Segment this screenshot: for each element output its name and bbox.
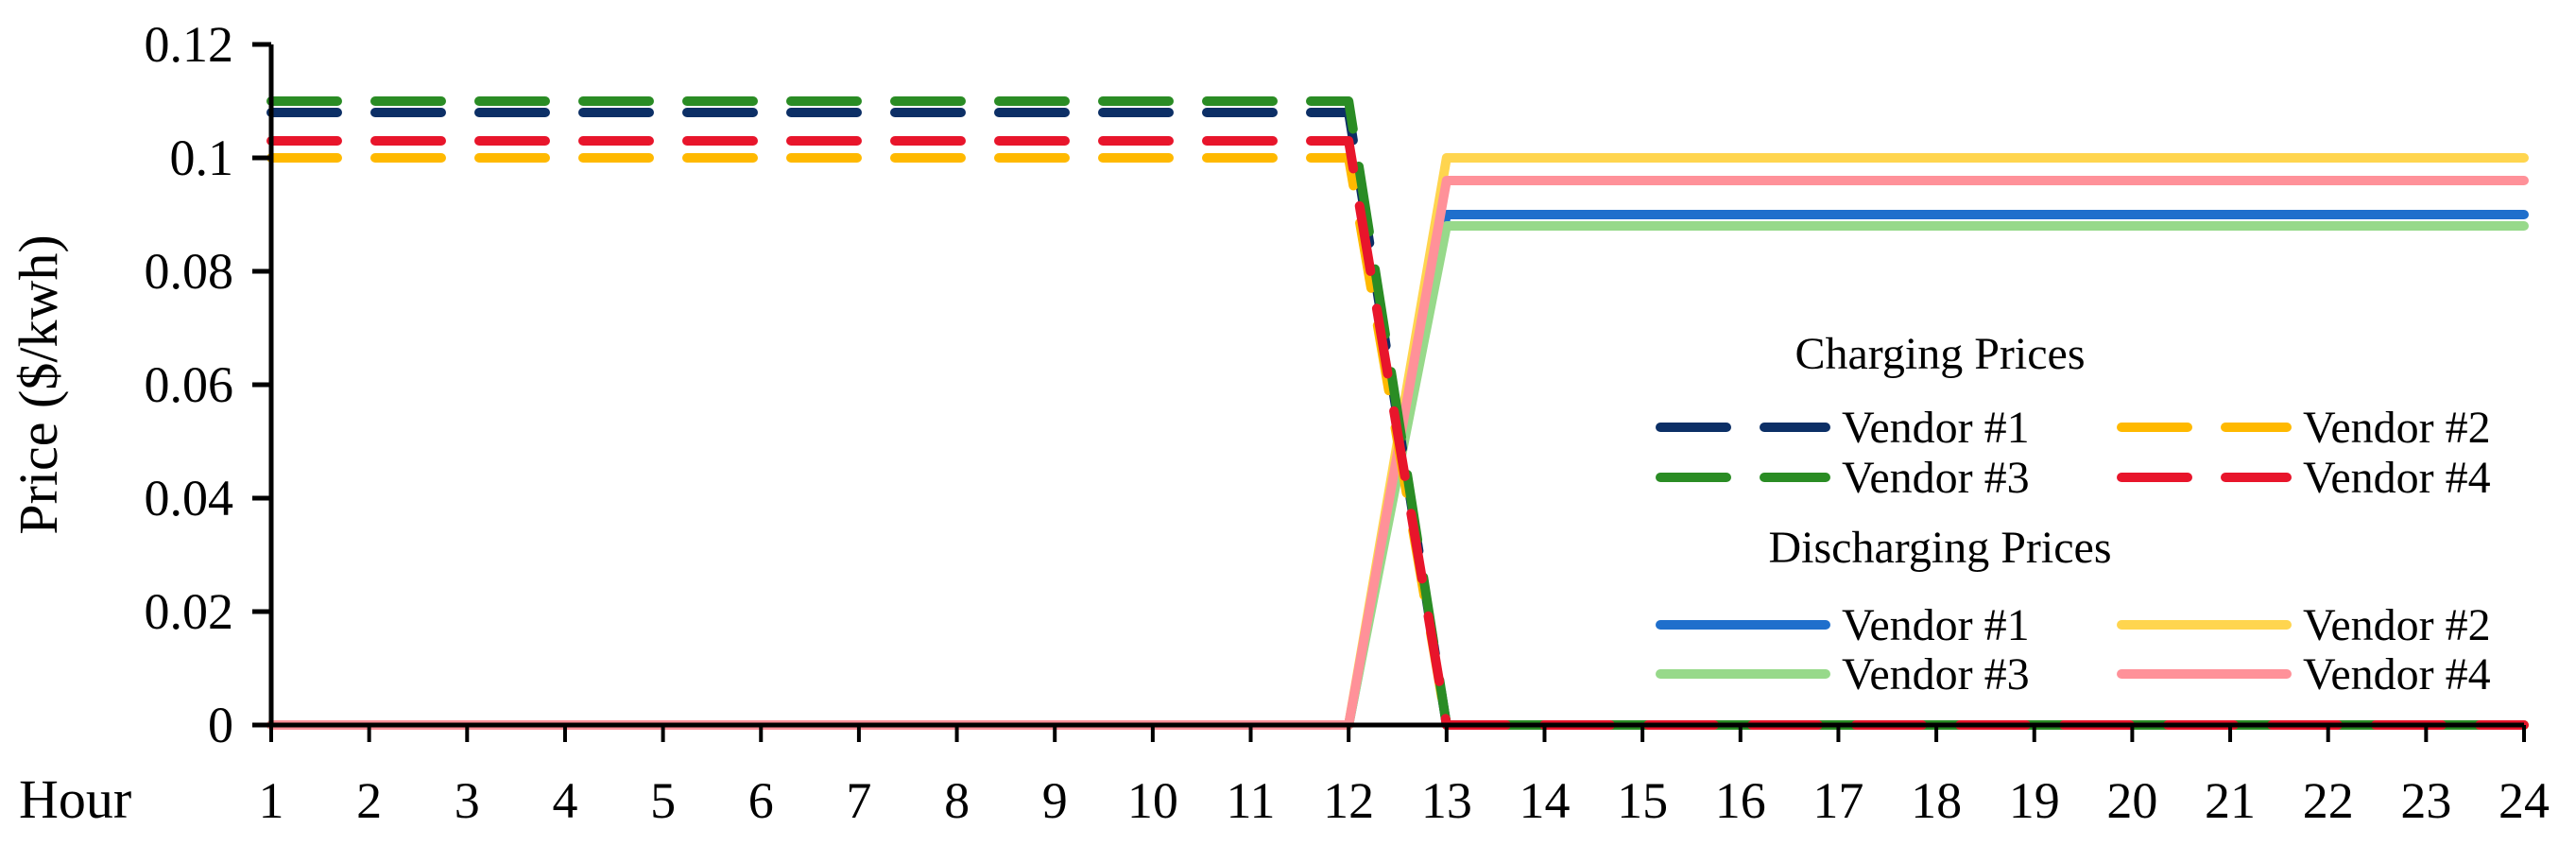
legend-label: Vendor #4 xyxy=(2303,649,2491,699)
x-tick-label: 2 xyxy=(356,772,382,829)
legend-label: Vendor #1 xyxy=(1842,403,2030,453)
x-tick-label: 13 xyxy=(1421,772,1472,829)
x-tick-label: 7 xyxy=(846,772,871,829)
x-tick-label: 24 xyxy=(2499,772,2550,829)
x-tick-label: 10 xyxy=(1127,772,1178,829)
x-tick-label: 4 xyxy=(552,772,577,829)
x-tick-label: 5 xyxy=(650,772,676,829)
y-tick-label: 0.12 xyxy=(145,16,234,73)
x-tick-label: 8 xyxy=(944,772,970,829)
x-tick-label: 1 xyxy=(259,772,284,829)
legend-label: Vendor #4 xyxy=(2303,453,2491,503)
x-tick-label: 20 xyxy=(2106,772,2157,829)
legend-label: Vendor #3 xyxy=(1842,649,2030,699)
series-line xyxy=(266,136,2529,730)
legend-label: Vendor #3 xyxy=(1842,453,2030,503)
x-tick-label: 6 xyxy=(748,772,774,829)
x-tick-label: 12 xyxy=(1323,772,1374,829)
legend-group-title: Charging Prices xyxy=(1795,329,2085,379)
y-tick-label: 0.08 xyxy=(145,243,234,300)
axes: 00.020.040.060.080.10.121 2 3 4 5 6 7 8 9 10 11 12 1… xyxy=(145,16,2550,829)
x-tick-label: 3 xyxy=(455,772,480,829)
x-tick-label: 18 xyxy=(1911,772,1962,829)
legend-label: Vendor #1 xyxy=(1842,600,2030,650)
x-tick-label: 15 xyxy=(1617,772,1668,829)
y-tick-label: 0.02 xyxy=(145,583,234,640)
x-tick-label: 23 xyxy=(2400,772,2451,829)
plot-area xyxy=(266,96,2529,730)
x-axis-label: Hour xyxy=(19,768,131,830)
legend-group-title: Discharging Prices xyxy=(1768,523,2111,573)
x-tick-label: 14 xyxy=(1519,772,1570,829)
x-tick-label: 16 xyxy=(1715,772,1766,829)
x-tick-label: 22 xyxy=(2303,772,2354,829)
y-tick-label: 0 xyxy=(208,697,233,753)
x-tick-label: 11 xyxy=(1227,772,1276,829)
x-tick-label: 21 xyxy=(2205,772,2256,829)
y-axis-label: Price ($/kwh) xyxy=(8,234,69,534)
x-tick-label: 9 xyxy=(1042,772,1068,829)
legend-label: Vendor #2 xyxy=(2303,600,2491,650)
legend-label: Vendor #2 xyxy=(2303,403,2491,453)
y-tick-label: 0.06 xyxy=(145,356,234,413)
x-tick-label: 19 xyxy=(2009,772,2060,829)
x-tick-label: 17 xyxy=(1812,772,1863,829)
y-tick-label: 0.1 xyxy=(170,129,234,186)
y-tick-label: 0.04 xyxy=(145,470,234,527)
